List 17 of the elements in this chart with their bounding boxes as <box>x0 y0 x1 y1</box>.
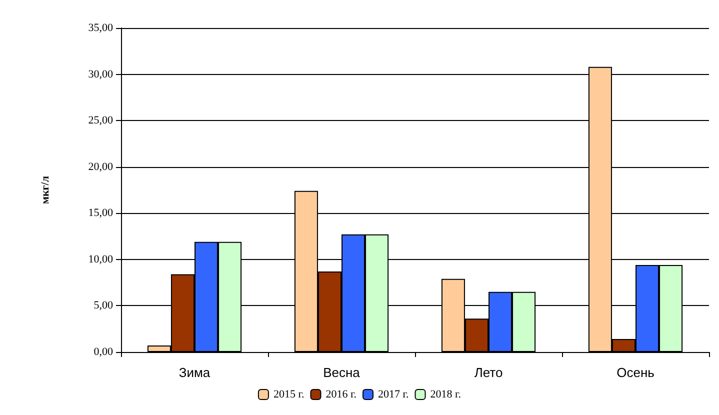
x-tick-label: Осень <box>616 365 655 380</box>
y-tick-label: 30,00 <box>88 68 114 80</box>
legend-label: 2017 г. <box>378 388 410 400</box>
x-tick-label: Весна <box>323 365 361 380</box>
x-tick-label: Зима <box>178 365 211 380</box>
legend-label: 2015 г. <box>273 388 304 400</box>
y-tick-label: 5,00 <box>94 300 114 312</box>
y-tick-label: 35,00 <box>88 22 114 34</box>
x-tick-label: Лето <box>474 365 503 380</box>
y-tick-label: 10,00 <box>88 253 114 266</box>
y-tick-label: 20,00 <box>88 160 114 173</box>
legend-label: 2018 г. <box>430 388 462 400</box>
y-axis-title: мкг/л <box>40 176 52 204</box>
y-tick-label: 0,00 <box>94 346 114 358</box>
legend-label: 2016 г. <box>326 388 357 400</box>
y-tick-label: 15,00 <box>88 207 114 220</box>
y-tick-label: 25,00 <box>88 114 114 127</box>
